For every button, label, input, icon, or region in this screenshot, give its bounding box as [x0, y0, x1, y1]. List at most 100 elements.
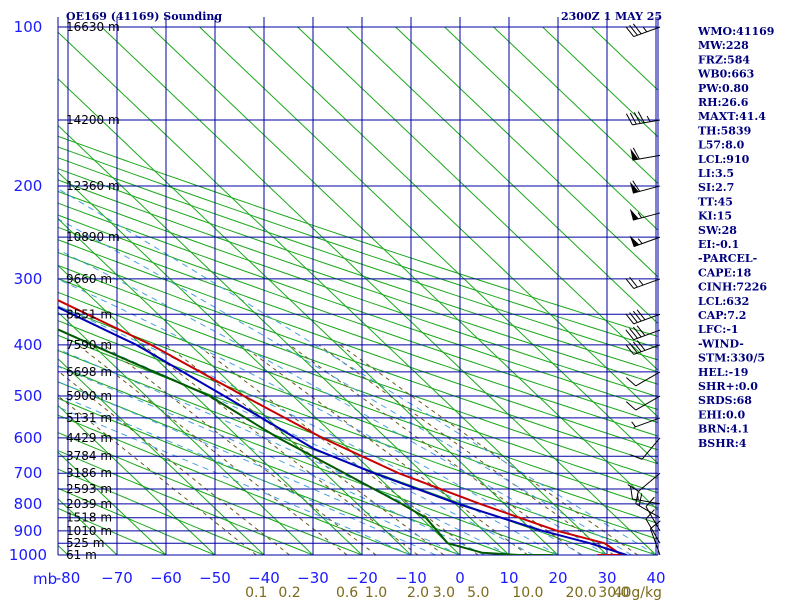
index-item: LCL:910: [698, 153, 750, 166]
height-label: 1518 m: [66, 511, 112, 525]
pressure-tick-label: 400: [14, 336, 43, 354]
barb-flag: [638, 493, 643, 506]
index-item: EHI:0.0: [698, 408, 745, 421]
barb-flag: [625, 377, 637, 387]
mixing-ratio-label: 3.0: [433, 585, 455, 600]
temperature-tick-label: −70: [101, 569, 133, 587]
barb-flag: [635, 491, 639, 504]
wind-barb: [625, 371, 661, 387]
barb-half-flag: [637, 238, 643, 244]
wind-barbs: [625, 23, 661, 556]
barb-flag: [630, 486, 633, 500]
barb-flag: [627, 484, 639, 492]
barb-staff: [649, 528, 661, 556]
temperature-profile: [58, 299, 623, 555]
skewed-isotherms: [58, 26, 658, 555]
dry-adiabat: [58, 251, 658, 465]
temperature-tick-label: −10: [395, 569, 427, 587]
index-item: CINH:7226: [698, 281, 767, 294]
dry-adiabat: [58, 264, 658, 479]
pressure-tick-label: 500: [14, 387, 43, 405]
barb-staff: [645, 506, 661, 532]
barb-staff: [633, 344, 661, 355]
temperature-tick-label: -80: [56, 569, 81, 587]
index-item: BRN:4.1: [698, 423, 749, 436]
barb-flag: [625, 329, 635, 340]
barb-flag: [629, 328, 638, 339]
barb-half-flag: [646, 115, 651, 122]
barb-flag: [625, 313, 635, 325]
barb-pennant: [629, 235, 640, 247]
height-label: 6698 m: [66, 365, 112, 379]
dry-adiabat: [58, 468, 266, 555]
height-label: 3784 m: [66, 449, 112, 463]
pressure-tick-label: 700: [14, 464, 43, 482]
pressure-tick-label: 100: [14, 18, 43, 36]
index-item: STM:330/5: [698, 352, 765, 365]
pressure-tick-label: 1000: [9, 546, 47, 564]
wind-barb: [631, 417, 661, 428]
barb-half-flag: [631, 421, 636, 428]
pressure-unit-label: mb: [33, 570, 57, 588]
mixing-ratio-label: 0.2: [278, 585, 300, 600]
height-label: 3186 m: [66, 466, 112, 480]
temperature-tick-label: 40: [646, 569, 665, 587]
sounding-series: [58, 299, 627, 555]
barb-flag: [625, 401, 637, 411]
barb-half-flag: [637, 212, 643, 219]
wind-barb: [630, 147, 661, 161]
height-label: 14200 m: [66, 113, 120, 127]
index-item: -PARCEL-: [698, 252, 757, 265]
mixing-ratio-label: 1.0: [365, 585, 387, 600]
mixing-ratio-label: 40g/kg: [614, 585, 662, 600]
wind-barb: [630, 437, 661, 460]
index-item: LI:3.5: [698, 167, 734, 180]
barb-pennant: [629, 181, 639, 194]
mixing-ratio-label: 30.0: [598, 585, 629, 600]
dry-adiabat: [58, 291, 658, 509]
moist-adiabat: [58, 278, 583, 555]
index-item: HEL:-19: [698, 366, 748, 379]
dry-adiabat: [58, 239, 658, 451]
barb-flag: [633, 112, 641, 124]
mixing-ratio-label: 0.6: [336, 585, 358, 600]
isotherm: [58, 171, 461, 555]
height-label: 5900 m: [66, 389, 112, 403]
wind-barb: [625, 111, 661, 126]
wind-barb: [625, 340, 661, 355]
pressure-tick-label: 300: [14, 270, 43, 288]
barb-flag: [632, 341, 642, 353]
height-label: 16630 m: [66, 20, 120, 34]
height-label: 525 m: [66, 536, 104, 550]
dry-adiabat: [58, 320, 658, 540]
isotherm: [58, 264, 363, 555]
isotherm: [444, 26, 658, 231]
dry-adiabat: [58, 450, 315, 555]
temperature-tick-label: −40: [248, 569, 280, 587]
dry-adiabat: [58, 432, 364, 555]
wind-barb: [625, 395, 661, 411]
isotherm: [101, 26, 657, 555]
grid-lines: [57, 17, 659, 556]
dry-adiabat: [58, 168, 658, 373]
barb-staff: [633, 329, 661, 341]
wind-barb: [629, 235, 661, 248]
wind-barb: [645, 496, 661, 532]
dewpoint-profile: [58, 328, 554, 555]
wind-barb: [627, 472, 661, 492]
mixing-ratio-label: 0.1: [245, 585, 267, 600]
barb-staff: [633, 313, 661, 325]
barb-pennant: [630, 148, 639, 161]
barb-flag: [625, 344, 635, 355]
barb-staff: [632, 119, 661, 126]
barb-flag: [632, 326, 642, 338]
index-item: SHR+:0.0: [698, 380, 758, 393]
dry-adiabat: [58, 381, 511, 555]
wind-barb: [625, 23, 661, 38]
dry-adiabat: [58, 305, 658, 525]
isotherm: [58, 311, 314, 555]
barb-staff: [633, 278, 661, 289]
index-item: EI:-0.1: [698, 238, 739, 251]
